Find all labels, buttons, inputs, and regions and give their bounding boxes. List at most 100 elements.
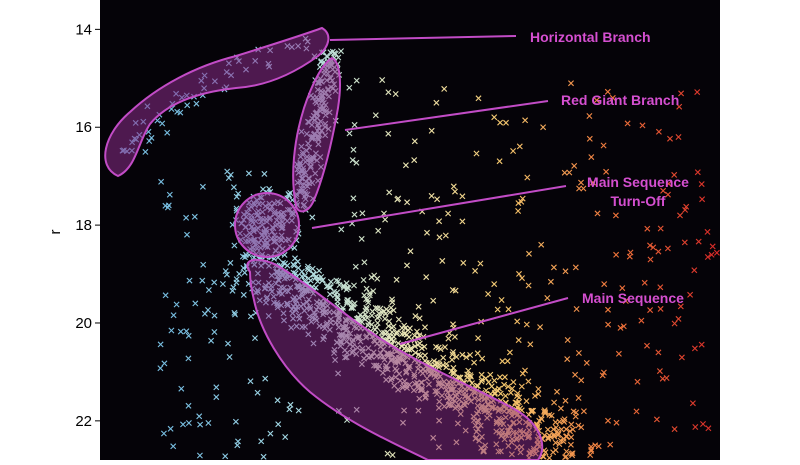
star-marker bbox=[404, 199, 411, 206]
star-marker bbox=[450, 183, 457, 190]
star-marker bbox=[464, 371, 471, 378]
star-marker bbox=[411, 138, 418, 145]
star-marker bbox=[660, 187, 667, 194]
star-marker bbox=[353, 159, 360, 166]
star-marker bbox=[538, 241, 545, 248]
star-marker bbox=[475, 383, 481, 389]
star-marker bbox=[509, 385, 516, 392]
star-marker bbox=[416, 332, 423, 339]
star-marker bbox=[450, 321, 456, 328]
star-marker bbox=[401, 322, 408, 329]
annotation-line-turnoff bbox=[311, 185, 567, 229]
star-marker bbox=[546, 432, 553, 439]
star-marker bbox=[267, 430, 274, 437]
star-marker bbox=[524, 174, 531, 181]
star-marker bbox=[512, 399, 519, 406]
star-marker bbox=[196, 413, 203, 420]
star-marker bbox=[365, 319, 372, 326]
star-marker bbox=[494, 306, 501, 313]
star-marker bbox=[395, 316, 402, 323]
star-marker bbox=[667, 135, 673, 142]
star-marker bbox=[671, 171, 678, 178]
star-marker bbox=[491, 391, 498, 397]
star-marker bbox=[699, 196, 706, 203]
star-marker bbox=[252, 335, 258, 342]
star-marker bbox=[541, 408, 548, 415]
star-marker bbox=[644, 342, 650, 349]
star-marker bbox=[191, 213, 198, 220]
star-marker bbox=[467, 352, 474, 358]
star-marker bbox=[230, 284, 237, 291]
star-marker bbox=[653, 416, 660, 423]
star-marker bbox=[479, 355, 486, 362]
star-marker bbox=[331, 288, 338, 295]
star-marker bbox=[713, 249, 720, 256]
star-marker bbox=[385, 323, 392, 330]
star-marker bbox=[594, 210, 601, 217]
star-marker bbox=[535, 386, 542, 392]
star-marker bbox=[551, 433, 558, 440]
star-marker bbox=[510, 148, 517, 154]
star-marker bbox=[369, 308, 376, 315]
star-marker bbox=[705, 425, 712, 432]
star-marker bbox=[291, 262, 298, 269]
star-marker bbox=[677, 212, 683, 219]
star-marker bbox=[592, 442, 599, 449]
star-marker bbox=[445, 335, 452, 342]
star-marker bbox=[544, 295, 551, 301]
star-marker bbox=[644, 225, 651, 232]
star-marker bbox=[450, 364, 457, 371]
star-marker bbox=[503, 119, 509, 126]
star-marker bbox=[527, 341, 534, 348]
star-marker bbox=[162, 292, 169, 299]
star-marker bbox=[436, 361, 443, 368]
star-marker bbox=[452, 188, 458, 195]
star-marker bbox=[475, 95, 482, 102]
star-marker bbox=[595, 443, 602, 450]
star-marker bbox=[284, 262, 291, 269]
star-marker bbox=[177, 109, 184, 116]
star-marker bbox=[371, 272, 378, 279]
star-marker bbox=[434, 196, 441, 203]
star-marker bbox=[694, 169, 701, 176]
star-marker bbox=[364, 314, 371, 321]
star-marker bbox=[185, 355, 192, 362]
star-marker bbox=[390, 323, 397, 330]
star-marker bbox=[647, 242, 653, 249]
star-marker bbox=[656, 368, 663, 375]
star-marker bbox=[449, 351, 456, 358]
star-marker bbox=[485, 291, 492, 297]
star-marker bbox=[550, 426, 557, 433]
star-marker bbox=[532, 392, 538, 399]
star-marker bbox=[469, 380, 475, 387]
star-marker bbox=[615, 350, 622, 357]
star-marker bbox=[586, 113, 593, 119]
star-marker bbox=[404, 346, 411, 353]
star-marker bbox=[590, 179, 596, 186]
star-marker bbox=[164, 204, 171, 211]
star-marker bbox=[158, 178, 165, 185]
star-marker bbox=[245, 170, 252, 177]
star-marker bbox=[173, 301, 180, 308]
star-marker bbox=[401, 330, 408, 337]
star-marker bbox=[378, 329, 385, 336]
region-horizontal-branch bbox=[104, 26, 330, 178]
star-marker bbox=[497, 119, 504, 126]
star-marker bbox=[704, 228, 711, 235]
star-marker bbox=[327, 291, 333, 298]
star-marker bbox=[516, 270, 522, 277]
star-marker bbox=[412, 313, 419, 320]
star-marker bbox=[613, 251, 620, 258]
star-marker bbox=[514, 318, 521, 325]
star-marker bbox=[386, 309, 393, 316]
star-marker bbox=[236, 270, 243, 277]
star-marker bbox=[309, 214, 316, 221]
star-marker bbox=[502, 392, 509, 399]
star-marker bbox=[619, 285, 626, 292]
star-marker bbox=[442, 232, 449, 239]
star-marker bbox=[655, 248, 662, 255]
star-marker bbox=[678, 354, 685, 361]
star-marker bbox=[553, 424, 560, 431]
annotation-line-horizontal-branch bbox=[329, 35, 517, 41]
y-tick-label: 14 bbox=[75, 21, 92, 38]
